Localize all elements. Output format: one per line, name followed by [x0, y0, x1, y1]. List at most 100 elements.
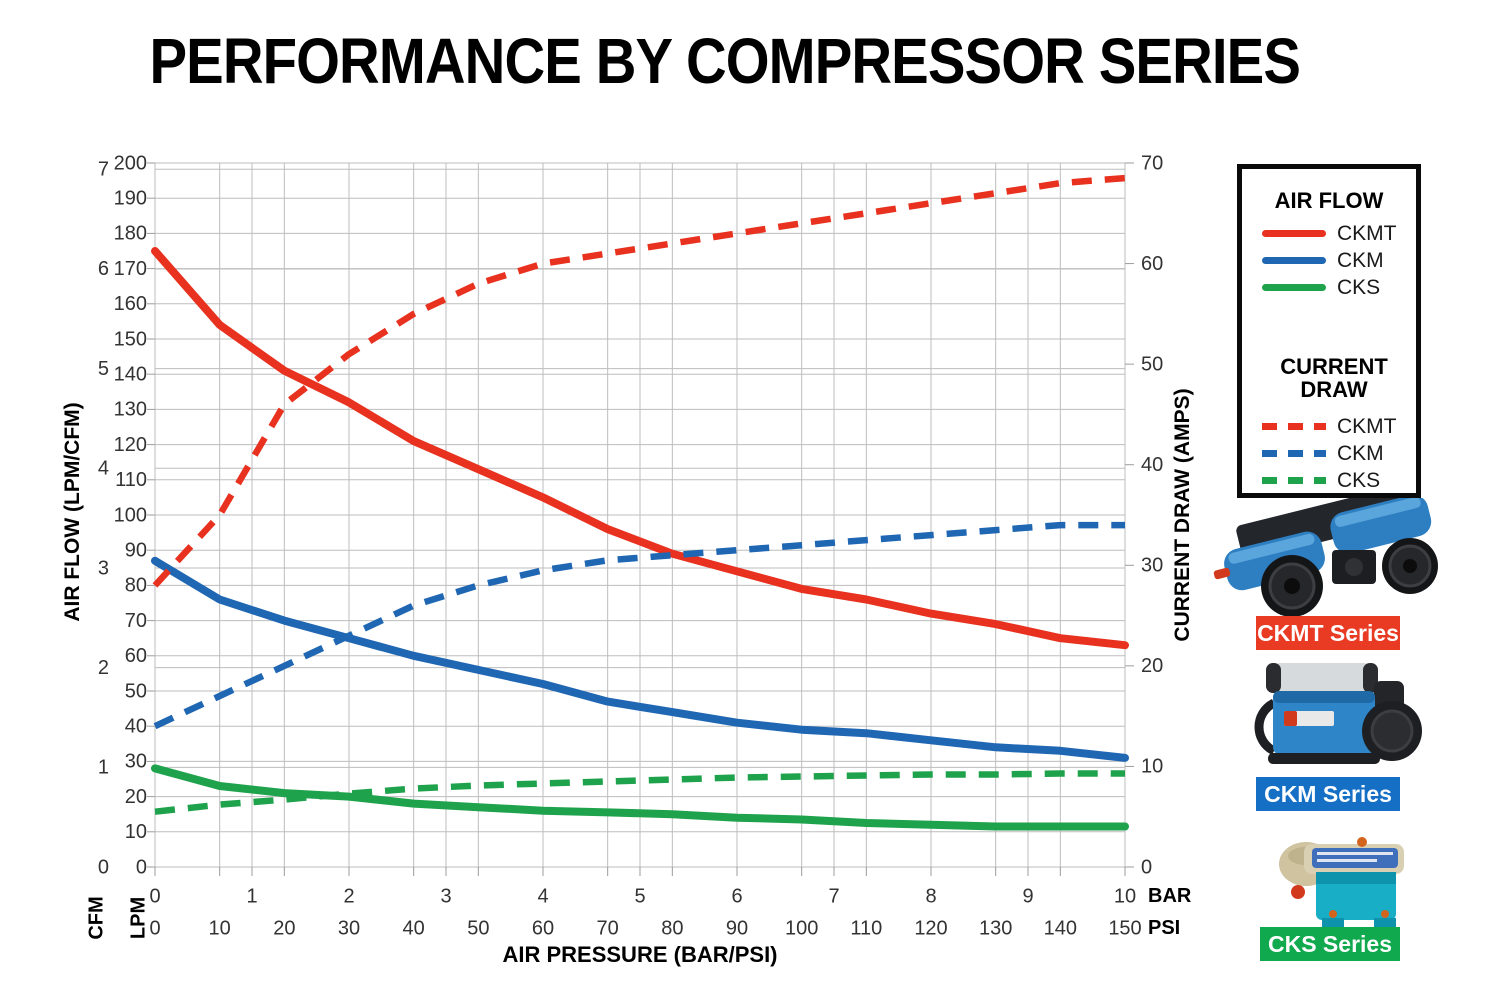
psi-tick-label: 80 [661, 917, 683, 939]
bar-tick-label: 6 [731, 885, 742, 907]
legend-item-airflow-ckm: CKM [1242, 247, 1416, 274]
bar-tick-label: 4 [537, 885, 548, 907]
legend-item-current-ckmt: CKMT [1242, 413, 1416, 440]
psi-tick-label: 40 [403, 917, 425, 939]
CKM-air-flow-curve [151, 556, 1129, 762]
cfm-tick-label: 2 [98, 657, 109, 679]
legend-airflow-title: AIR FLOW [1274, 188, 1384, 213]
ckm-solid-line-swatch [1262, 257, 1326, 265]
lpm-tick-label: 70 [125, 610, 147, 632]
legend-item-airflow-ckmt: CKMT [1242, 220, 1416, 247]
bar-tick-label: 2 [343, 885, 354, 907]
cks-product-image [1262, 832, 1427, 932]
psi-tick-label: 100 [785, 917, 818, 939]
lpm-unit-label: LPM [127, 896, 150, 940]
ckm-series-badge: CKM Series [1256, 777, 1400, 811]
psi-tick-label: 150 [1108, 917, 1141, 939]
amps-tick-label: 30 [1141, 555, 1163, 577]
legend-label: CKMT [1337, 221, 1397, 245]
psi-tick-label: 20 [273, 917, 295, 939]
left-axis-title: AIR FLOW (LPM/CFM) [61, 402, 84, 622]
psi-tick-label: 60 [532, 917, 554, 939]
amps-tick-label: 60 [1141, 253, 1163, 275]
lpm-tick-label: 170 [114, 258, 147, 280]
cks-series-badge: CKS Series [1260, 927, 1400, 961]
bar-tick-label: 0 [149, 885, 160, 907]
psi-tick-label: 10 [209, 917, 231, 939]
cfm-tick-label: 5 [98, 358, 109, 380]
legend-label: CKS [1337, 468, 1381, 492]
amps-tick-label: 20 [1141, 655, 1163, 677]
psi-tick-label: 120 [914, 917, 947, 939]
lpm-tick-label: 40 [125, 715, 147, 737]
legend-label: CKMT [1337, 414, 1397, 438]
cks-solid-line-swatch [1262, 284, 1326, 292]
cfm-tick-label: 0 [98, 856, 109, 878]
amps-tick-label: 0 [1141, 856, 1152, 878]
lpm-tick-label: 140 [114, 363, 147, 385]
amps-tick-label: 10 [1141, 756, 1163, 778]
lpm-tick-label: 160 [114, 293, 147, 315]
lpm-tick-label: 90 [125, 539, 147, 561]
amps-tick-label: 40 [1141, 454, 1163, 476]
cfm-tick-label: 6 [98, 258, 109, 280]
CKMT-current-draw-curve [152, 174, 1126, 588]
legend-label: CKS [1337, 275, 1381, 299]
CKS-current-draw-curve [154, 770, 1125, 815]
cfm-unit-label: CFM [85, 896, 108, 940]
lpm-tick-label: 100 [114, 504, 147, 526]
bar-tick-label: 5 [634, 885, 645, 907]
bottom-axis-title: AIR PRESSURE (BAR/PSI) [502, 942, 778, 967]
bar-tick-label: 1 [246, 885, 257, 907]
psi-tick-label: 130 [979, 917, 1012, 939]
lpm-tick-label: 60 [125, 645, 147, 667]
ckmt-dashed-line-swatch [1262, 423, 1326, 431]
ckm-product-image [1246, 655, 1431, 777]
cfm-tick-label: 3 [98, 557, 109, 579]
cks-dashed-line-swatch [1262, 477, 1326, 485]
lpm-tick-label: 20 [125, 786, 147, 808]
psi-tick-label: 50 [467, 917, 489, 939]
lpm-tick-label: 0 [136, 856, 147, 878]
ckmt-solid-line-swatch [1262, 230, 1326, 238]
legend-current-title: CURRENT DRAW [1280, 354, 1388, 403]
cfm-tick-label: 4 [98, 458, 109, 480]
legend-item-current-cks: CKS [1242, 467, 1416, 494]
bar-tick-label: 8 [925, 885, 936, 907]
bar-tick-label: 9 [1022, 885, 1033, 907]
legend-item-airflow-cks: CKS [1242, 274, 1416, 301]
amps-tick-label: 70 [1141, 152, 1163, 174]
bar-tick-label: 3 [440, 885, 451, 907]
right-axis-title: CURRENT DRAW (AMPS) [1171, 388, 1194, 642]
lpm-tick-label: 30 [125, 751, 147, 773]
bar-tick-label: 7 [828, 885, 839, 907]
psi-tick-label: 110 [850, 917, 882, 939]
ckmt-product-image [1212, 484, 1452, 623]
CKS-air-flow-curve [151, 764, 1129, 831]
lpm-tick-label: 10 [125, 821, 147, 843]
legend-label: CKM [1337, 441, 1384, 465]
lpm-tick-label: 190 [114, 187, 147, 209]
lpm-tick-label: 150 [114, 328, 147, 350]
psi-tick-label: 0 [149, 917, 160, 939]
psi-tick-label: 70 [597, 917, 619, 939]
lpm-tick-label: 180 [114, 223, 147, 245]
lpm-tick-label: 110 [115, 469, 147, 491]
psi-tick-label: 90 [726, 917, 748, 939]
lpm-tick-label: 50 [125, 680, 147, 702]
cfm-tick-label: 1 [98, 757, 109, 779]
lpm-tick-label: 80 [125, 575, 147, 597]
bar-unit-label: BAR [1148, 885, 1192, 907]
legend-label: CKM [1337, 248, 1384, 272]
ckm-dashed-line-swatch [1262, 450, 1326, 458]
psi-tick-label: 30 [338, 917, 360, 939]
psi-unit-label: PSI [1148, 917, 1181, 939]
CKMT-air-flow-curve [151, 247, 1129, 650]
lpm-tick-label: 130 [114, 399, 147, 421]
ckmt-series-badge: CKMT Series [1256, 616, 1400, 650]
psi-tick-label: 140 [1044, 917, 1077, 939]
CKM-current-draw-curve [153, 521, 1125, 730]
lpm-tick-label: 200 [114, 152, 147, 174]
